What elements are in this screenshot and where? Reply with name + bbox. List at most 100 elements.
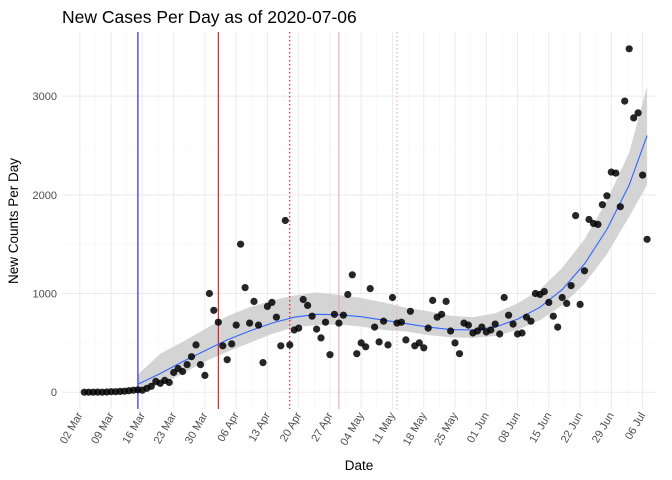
x-tick-label: 09 Mar — [89, 410, 117, 446]
data-point — [643, 235, 651, 243]
data-point — [259, 359, 267, 367]
data-point — [246, 319, 254, 327]
data-point — [317, 334, 325, 342]
data-point — [371, 323, 379, 331]
data-point — [192, 341, 200, 349]
data-point — [223, 356, 231, 364]
y-tick-label: 0 — [51, 387, 57, 399]
data-point — [375, 338, 383, 346]
data-point — [420, 344, 428, 352]
data-point — [447, 327, 455, 335]
data-point — [429, 296, 437, 304]
data-point — [241, 284, 249, 292]
data-point — [397, 318, 405, 326]
x-tick-labels: 02 Mar 09 Mar 16 Mar 23 Mar 30 Mar 06 Apr 13 A… — [58, 410, 648, 448]
data-point — [313, 325, 321, 333]
x-axis-title: Date — [345, 458, 374, 473]
data-point — [549, 312, 557, 320]
x-tick-label: 20 Apr — [278, 410, 304, 444]
data-point — [380, 317, 388, 325]
x-tick-label: 11 May — [370, 410, 398, 447]
x-tick-label: 04 May — [338, 410, 367, 448]
x-tick-label: 30 Mar — [183, 410, 211, 446]
x-tick-label: 16 Mar — [120, 410, 148, 446]
x-tick-label: 06 Jul — [623, 411, 648, 442]
data-point — [563, 299, 571, 307]
data-point — [366, 285, 374, 293]
data-point — [527, 317, 535, 325]
data-point — [406, 307, 414, 315]
y-tick-labels: 0 1000 2000 3000 — [33, 91, 57, 399]
data-point — [232, 321, 240, 329]
data-point — [612, 169, 620, 177]
data-point — [509, 320, 517, 328]
data-point — [554, 323, 562, 331]
x-tick-label: 08 Jun — [496, 411, 523, 446]
data-point — [558, 293, 566, 302]
data-point — [384, 341, 392, 349]
data-point — [348, 271, 356, 279]
data-point — [335, 319, 343, 327]
data-point — [567, 282, 575, 290]
data-point — [210, 306, 218, 314]
data-point — [500, 293, 508, 302]
data-point — [330, 310, 338, 318]
data-point — [196, 361, 205, 369]
x-tick-label: 01 Jun — [465, 411, 492, 446]
data-point — [580, 267, 589, 275]
data-point — [295, 324, 303, 332]
x-tick-label: 25 May — [432, 410, 461, 448]
data-point — [339, 311, 347, 319]
data-point — [272, 313, 280, 321]
x-tick-label: 29 Jun — [590, 411, 617, 446]
data-point — [179, 367, 187, 376]
data-point — [594, 220, 602, 228]
data-point — [487, 326, 495, 334]
data-point — [616, 203, 624, 211]
chart-title: New Cases Per Day as of 2020-07-06 — [62, 7, 357, 27]
major-gridlines — [62, 32, 656, 409]
data-point — [205, 289, 213, 298]
reference-lines-layer — [137, 32, 398, 409]
data-point — [228, 340, 236, 348]
data-point — [625, 45, 633, 53]
data-point — [424, 324, 432, 332]
data-point — [250, 297, 258, 305]
data-point — [415, 339, 423, 347]
data-point — [491, 320, 499, 328]
data-point — [219, 342, 227, 350]
x-tick-label: 06 Apr — [215, 410, 241, 444]
data-point — [214, 318, 222, 326]
data-point — [147, 382, 155, 390]
x-tick-label: 18 May — [401, 410, 430, 448]
data-point — [237, 240, 245, 248]
minor-gridlines — [62, 32, 656, 409]
data-point — [183, 361, 191, 369]
x-tick-label: 13 Apr — [247, 410, 273, 444]
data-point — [353, 350, 361, 358]
data-point — [451, 339, 459, 347]
data-point — [496, 330, 504, 338]
data-point — [165, 378, 173, 386]
data-point — [518, 329, 526, 337]
data-point — [603, 192, 611, 200]
data-point — [576, 300, 584, 308]
points-layer — [80, 45, 651, 396]
x-tick-label: 27 Apr — [309, 410, 335, 444]
data-point — [505, 311, 513, 319]
data-point — [362, 343, 370, 351]
confidence-band-layer — [137, 86, 648, 390]
x-tick-label: 15 Jun — [527, 411, 554, 446]
data-point — [326, 351, 334, 359]
y-axis-title: New Counts Per Day — [6, 158, 21, 284]
data-point — [464, 321, 472, 329]
data-point — [639, 171, 647, 179]
data-point — [455, 350, 464, 358]
data-point — [321, 318, 330, 326]
data-point — [299, 295, 307, 304]
y-tick-label: 1000 — [33, 289, 57, 301]
data-point — [388, 293, 397, 302]
data-point — [402, 336, 410, 344]
data-point — [438, 310, 446, 318]
